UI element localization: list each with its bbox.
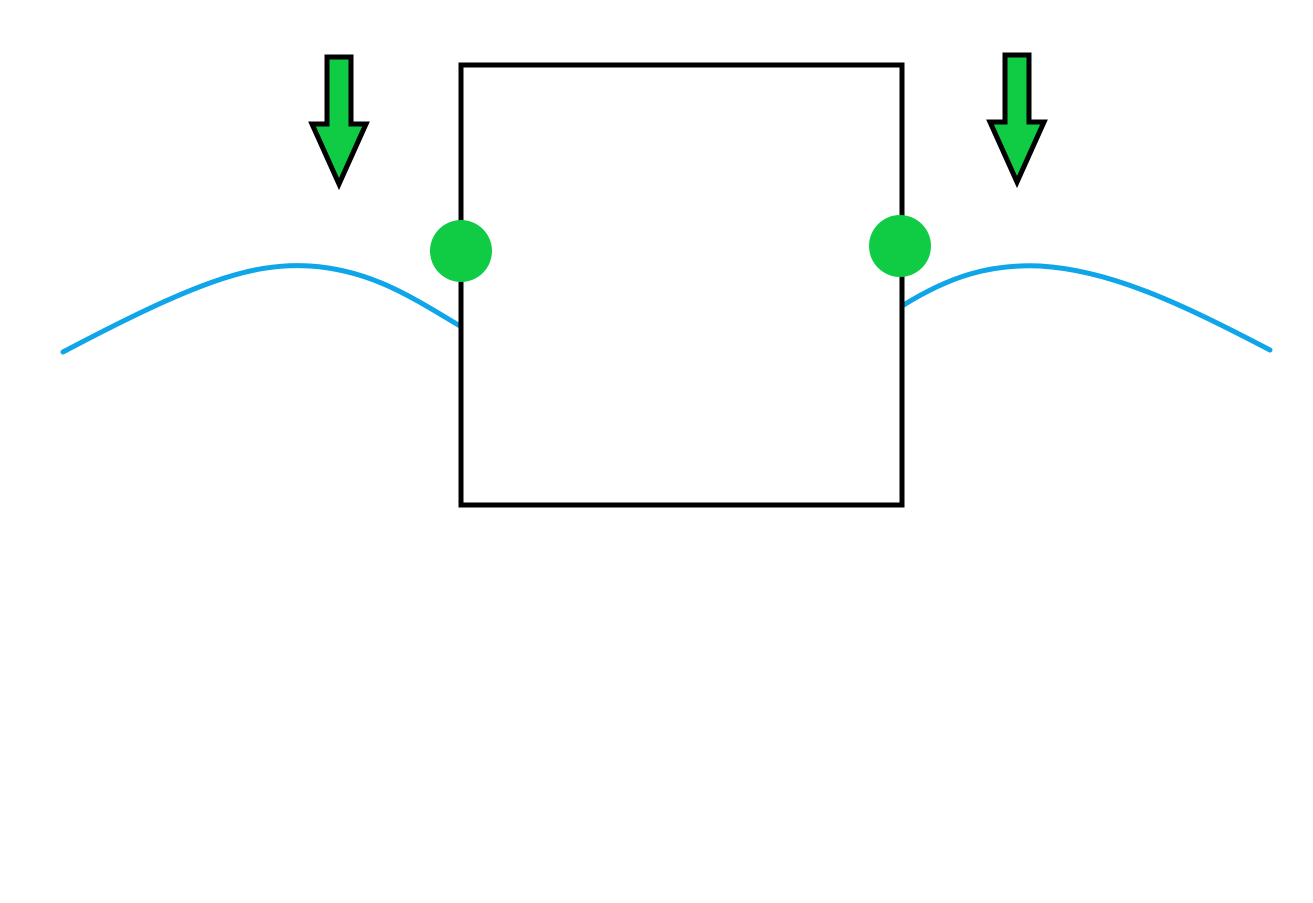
left-curve: [60, 263, 463, 355]
right-curve: [899, 263, 1273, 353]
left-pivot: [430, 220, 492, 282]
right-pivot: [869, 215, 931, 277]
left-arrow: [308, 54, 370, 191]
box: [458, 62, 905, 508]
right-arrow: [986, 52, 1048, 189]
